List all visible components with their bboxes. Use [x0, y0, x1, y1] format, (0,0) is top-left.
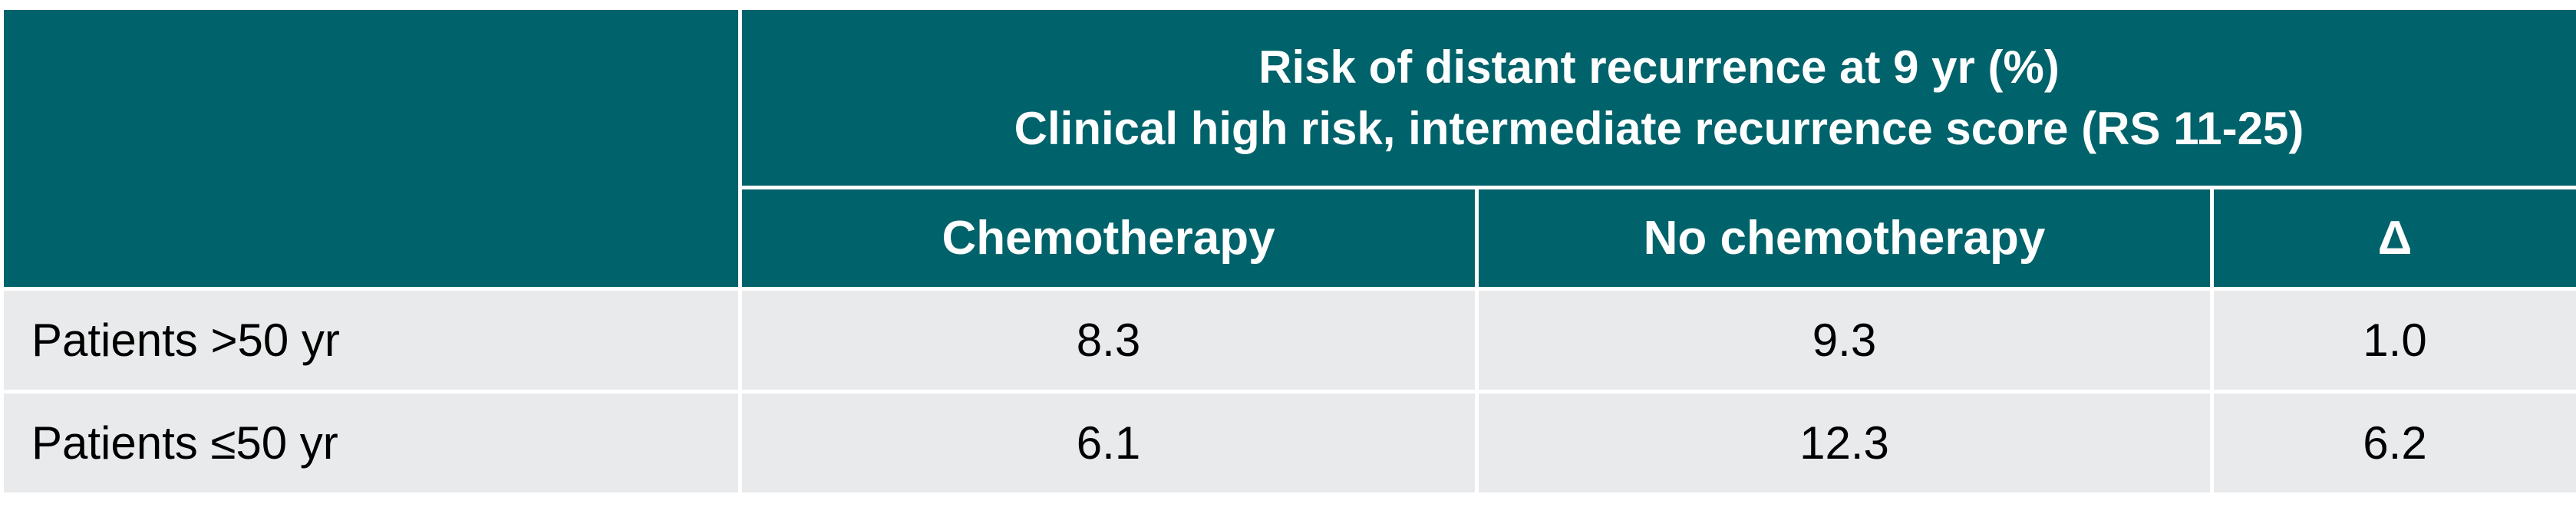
cell-no-chemotherapy: 9.3 — [1475, 287, 2214, 394]
table-title-line-2: Clinical high risk, intermediate recurre… — [1014, 102, 2304, 154]
cell-delta: 6.2 — [2209, 390, 2576, 496]
row-label: Patients >50 yr — [0, 287, 742, 394]
column-header-no-chemotherapy: No chemotherapy — [1475, 186, 2214, 291]
column-header-chemotherapy: Chemotherapy — [738, 186, 1479, 291]
title-row: Risk of distant recurrence at 9 yr (%) C… — [0, 6, 2576, 291]
results-table: Risk of distant recurrence at 9 yr (%) C… — [0, 6, 2576, 496]
header-corner-cell — [0, 6, 742, 291]
table-title-line-1: Risk of distant recurrence at 9 yr (%) — [1258, 41, 2060, 93]
table-title: Risk of distant recurrence at 9 yr (%) C… — [737, 6, 2576, 189]
row-label: Patients ≤50 yr — [0, 390, 742, 496]
cell-delta: 1.0 — [2209, 287, 2576, 394]
column-header-delta: Δ — [2209, 186, 2576, 291]
cell-chemotherapy: 8.3 — [738, 287, 1479, 394]
cell-chemotherapy: 6.1 — [738, 390, 1479, 496]
table-row: Patients >50 yr 8.3 9.3 1.0 — [0, 287, 2576, 394]
column-header-row: Chemotherapy No chemotherapy Δ — [2, 186, 2576, 291]
cell-no-chemotherapy: 12.3 — [1475, 390, 2214, 496]
table-row: Patients ≤50 yr 6.1 12.3 6.2 — [0, 390, 2576, 496]
